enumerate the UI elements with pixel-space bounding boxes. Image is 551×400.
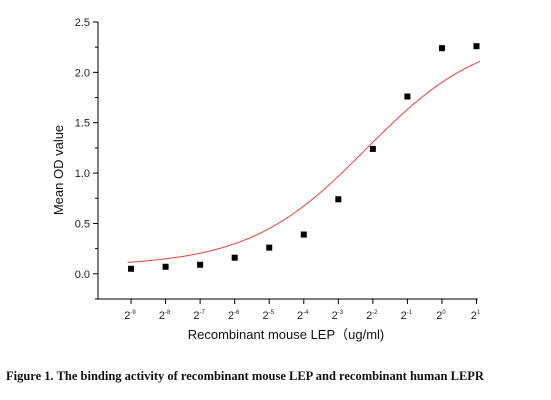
x-tick-label: 2-6 (228, 310, 240, 322)
x-tick-label-base: 2 (297, 310, 303, 322)
x-tick-label-exponent: -6 (234, 310, 240, 316)
x-tick-label-exponent: -1 (407, 310, 413, 316)
y-tick-label: 0.0 (75, 269, 90, 281)
x-tick-label-exponent: -7 (200, 310, 206, 316)
x-tick-label-base: 2 (332, 310, 338, 322)
data-point (266, 244, 273, 251)
y-tick-label: 1.5 (75, 118, 90, 130)
x-tick-label: 2-8 (159, 310, 171, 322)
x-tick-label: 20 (436, 310, 446, 322)
y-tick-label: 1.0 (75, 168, 90, 180)
x-tick-label: 2-2 (366, 310, 378, 322)
x-tick-label-base: 2 (401, 310, 407, 322)
data-point (404, 93, 411, 100)
x-tick-label-exponent: -9 (130, 310, 136, 316)
x-tick-label-exponent: 1 (477, 310, 481, 316)
x-tick-label-base: 2 (124, 310, 130, 322)
y-axis-title: Mean OD value (51, 125, 66, 215)
x-tick-label: 2-7 (193, 310, 205, 322)
data-point (231, 254, 238, 261)
x-tick-label-base: 2 (159, 310, 165, 322)
y-tick-label: 2.5 (75, 17, 90, 29)
fit-curve-line (127, 60, 481, 263)
data-point (197, 261, 204, 268)
data-point (335, 196, 342, 203)
data-point (300, 231, 307, 238)
x-tick-label-base: 2 (471, 310, 477, 322)
y-tick-label: 2.0 (75, 67, 90, 79)
x-tick-label-base: 2 (193, 310, 199, 322)
x-tick-label-exponent: -4 (303, 310, 309, 316)
x-tick-label: 2-4 (297, 310, 309, 322)
data-point (473, 43, 480, 50)
x-tick-label-exponent: -3 (338, 310, 344, 316)
x-axis-title: Recombinant mouse LEP（ug/ml) (188, 327, 385, 342)
x-tick-label-base: 2 (366, 310, 372, 322)
x-tick-label-exponent: -8 (165, 310, 171, 316)
x-tick-label: 21 (471, 310, 481, 322)
x-tick-label: 2-3 (332, 310, 344, 322)
figure-caption: Figure 1. The binding activity of recomb… (6, 369, 484, 383)
y-tick-label: 0.5 (75, 218, 90, 230)
data-point (128, 265, 135, 272)
x-tick-label: 2-9 (124, 310, 136, 322)
x-tick-label: 2-5 (262, 310, 274, 322)
data-point (369, 145, 376, 152)
x-tick-label-base: 2 (262, 310, 268, 322)
chart: 0.00.51.01.52.02.52-9 2-8 2-7 2-6 2-5 2-4 2-3 2… (51, 17, 481, 342)
x-tick-label-base: 2 (228, 310, 234, 322)
data-point (438, 45, 445, 52)
x-tick-label-exponent: 0 (442, 310, 446, 316)
x-tick-label-base: 2 (436, 310, 442, 322)
x-tick-label-exponent: -5 (269, 310, 275, 316)
x-tick-label-exponent: -2 (372, 310, 378, 316)
data-point (162, 263, 169, 270)
x-tick-label: 2-1 (401, 310, 413, 322)
